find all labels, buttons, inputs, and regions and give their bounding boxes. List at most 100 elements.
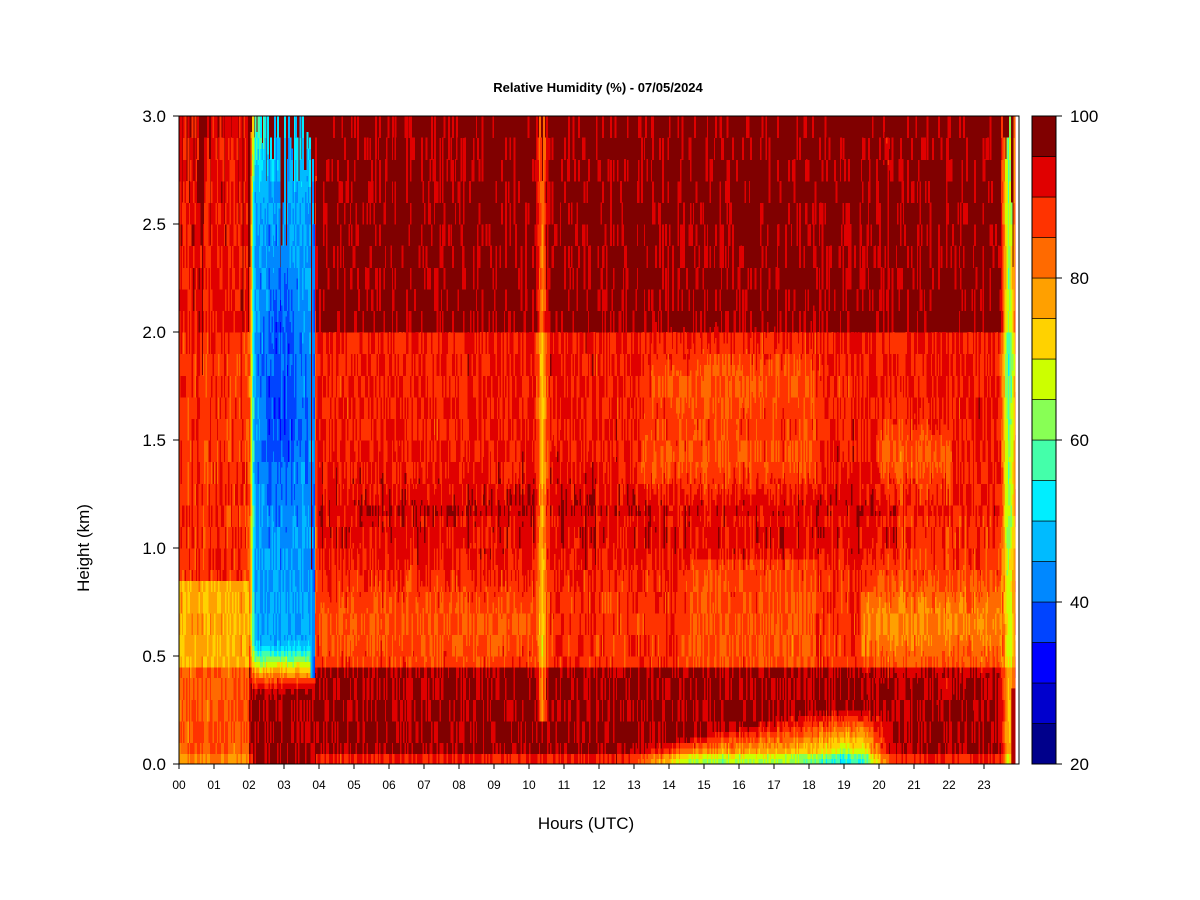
heatmap-cell [284, 634, 286, 641]
heatmap-cell [352, 596, 355, 614]
heatmap-cell [446, 742, 449, 754]
heatmap-cell [541, 224, 544, 268]
heatmap-cell [352, 245, 355, 268]
heatmap-cell [523, 612, 526, 635]
heatmap-cell [474, 116, 477, 333]
heatmap-cell [440, 440, 443, 463]
heatmap-cell [443, 332, 446, 376]
heatmap-cell [480, 612, 482, 635]
heatmap-cell [319, 375, 321, 419]
heatmap-cell [247, 753, 250, 765]
heatmap-cell [267, 202, 270, 290]
heatmap-cell [478, 267, 481, 333]
heatmap-cell [506, 753, 509, 765]
heatmap-cell [428, 180, 431, 225]
heatmap-cell [510, 548, 513, 571]
heatmap-cell [407, 634, 410, 668]
heatmap-cell [190, 677, 193, 743]
heatmap-cell [284, 272, 286, 311]
heatmap-cell [558, 515, 561, 560]
heatmap-cell [475, 585, 478, 592]
heatmap-cell [534, 396, 537, 419]
heatmap-cell [397, 375, 400, 398]
heatmap-cell [232, 580, 235, 592]
heatmap-cell [260, 526, 263, 549]
heatmap-cell [391, 202, 394, 268]
heatmap-cell [240, 310, 243, 419]
heatmap-cell [216, 332, 219, 419]
heatmap-cell [356, 699, 359, 743]
heatmap-cell [508, 612, 510, 619]
heatmap-cell [429, 720, 432, 743]
heatmap-cell [236, 332, 239, 355]
heatmap-cell [355, 245, 358, 311]
heatmap-cell [379, 202, 382, 225]
heatmap-cell [342, 332, 345, 355]
heatmap-cell [289, 202, 292, 225]
heatmap-cell [319, 461, 321, 468]
heatmap-cell [474, 720, 477, 754]
heatmap-cell [573, 720, 576, 743]
heatmap-cell [405, 569, 408, 576]
heatmap-cell [417, 591, 419, 603]
heatmap-cell [194, 202, 197, 225]
heatmap-cell [296, 445, 299, 463]
heatmap-cell [394, 591, 397, 641]
heatmap-cell [370, 720, 373, 754]
heatmap-cell [204, 666, 207, 754]
heatmap-cell [198, 202, 201, 268]
heatmap-cell [573, 418, 576, 463]
heatmap-cell [261, 661, 264, 668]
heatmap-cell [435, 634, 438, 668]
heatmap-cell [440, 288, 443, 311]
heatmap-cell [370, 440, 373, 484]
heatmap-cell [313, 332, 316, 355]
heatmap-cell [295, 245, 298, 355]
heatmap-cell [513, 591, 516, 635]
heatmap-cell [337, 634, 340, 668]
heatmap-cell [442, 515, 445, 527]
heatmap-cell [361, 634, 363, 668]
heatmap-cell [309, 742, 312, 765]
heatmap-cell [309, 672, 312, 679]
heatmap-cell [403, 418, 405, 506]
heatmap-cell [537, 720, 540, 754]
heatmap-cell [384, 634, 387, 668]
heatmap-cell [285, 612, 288, 646]
heatmap-cell [247, 548, 250, 571]
heatmap-cell [501, 461, 503, 484]
heatmap-cell [515, 483, 517, 506]
heatmap-cell [516, 440, 519, 484]
heatmap-cell [267, 672, 270, 684]
heatmap-cell [303, 548, 306, 592]
heatmap-cell [180, 224, 183, 247]
heatmap-cell [261, 143, 264, 160]
heatmap-cell [261, 218, 264, 225]
heatmap-cell [382, 375, 384, 419]
heatmap-cell [253, 688, 256, 765]
heatmap-cell [452, 418, 454, 463]
heatmap-cell [209, 245, 212, 398]
heatmap-cell [335, 467, 338, 506]
heatmap-cell [377, 137, 380, 160]
heatmap-cell [422, 677, 425, 700]
heatmap-cell [442, 526, 445, 544]
heatmap-cell [484, 666, 487, 754]
heatmap-cell [342, 526, 345, 549]
heatmap-cell [495, 656, 498, 668]
heatmap-cell [356, 332, 359, 355]
heatmap-cell [207, 666, 209, 679]
heatmap-cell [475, 418, 478, 441]
heatmap-cell [222, 504, 225, 527]
heatmap-cell [573, 461, 576, 484]
heatmap-cell [373, 677, 376, 754]
heatmap-cell [555, 494, 558, 527]
heatmap-cell [457, 180, 460, 203]
heatmap-cell [307, 569, 310, 592]
heatmap-cell [335, 634, 338, 668]
heatmap-cell [564, 288, 566, 333]
heatmap-cell [263, 612, 265, 635]
heatmap-cell [219, 224, 222, 268]
heatmap-cell [284, 434, 286, 463]
heatmap-cell [344, 396, 347, 463]
